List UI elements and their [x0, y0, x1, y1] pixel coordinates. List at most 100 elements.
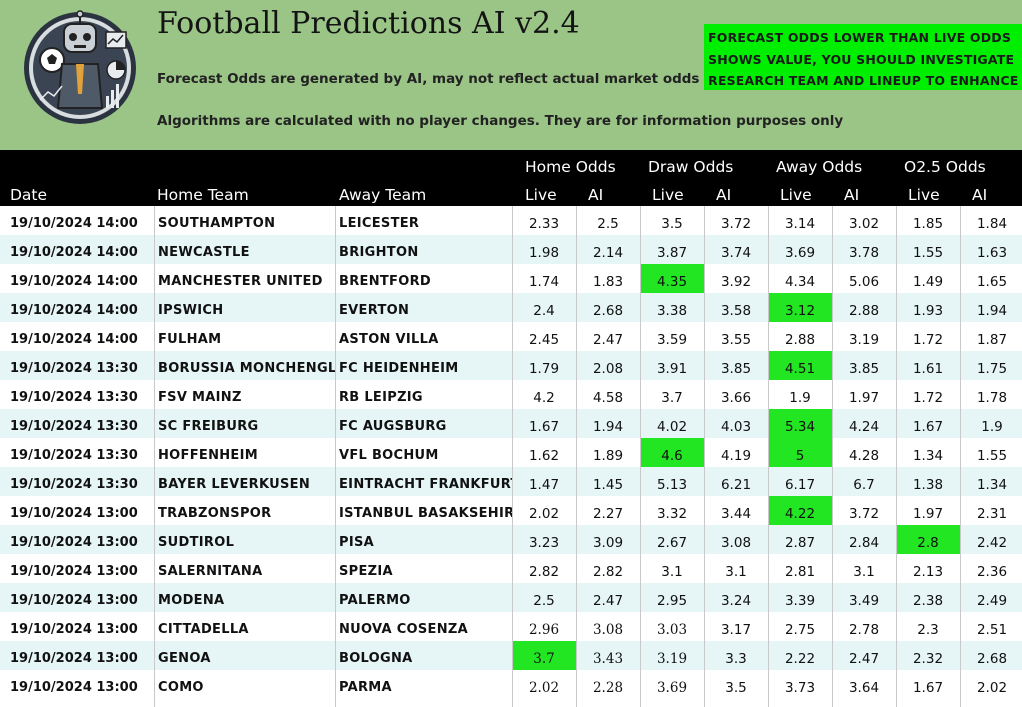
odds-draw-live: 4.02 — [656, 419, 688, 435]
odds-home-ai: 2.14 — [592, 245, 624, 261]
match-date: 19/10/2024 14:00 — [10, 216, 138, 231]
odds-o25-ai: 2.42 — [976, 535, 1008, 551]
odds-home-ai: 3.08 — [592, 622, 624, 638]
odds-away-live: 2.81 — [784, 564, 816, 580]
odds-away-ai: 4.24 — [848, 419, 880, 435]
table-row: 19/10/2024 13:30 FSV MAINZ RB LEIPZIG 4.2 4.… — [0, 380, 1022, 409]
odds-away-live: 2.87 — [784, 535, 816, 551]
match-date: 19/10/2024 13:30 — [10, 477, 138, 492]
odds-draw-ai: 3.08 — [720, 535, 752, 551]
odds-away-live: 4.22 — [768, 496, 832, 525]
odds-away-ai: 2.84 — [848, 535, 880, 551]
column-divider — [896, 206, 897, 707]
table-row: 19/10/2024 13:30 BORUSSIA MONCHENGLADBACH… — [0, 351, 1022, 380]
odds-o25-live: 1.67 — [912, 419, 944, 435]
odds-draw-ai: 3.3 — [725, 651, 747, 667]
odds-home-live: 1.98 — [528, 245, 560, 261]
odds-draw-ai: 3.66 — [720, 390, 752, 406]
away-team: SPEZIA — [339, 564, 393, 579]
odds-o25-live: 1.38 — [912, 477, 944, 493]
odds-o25-ai: 1.63 — [976, 245, 1008, 261]
odds-away-live: 2.22 — [784, 651, 816, 667]
odds-draw-ai: 3.72 — [720, 216, 752, 232]
table-row: 19/10/2024 13:00 TRABZONSPOR ISTANBUL BASA… — [0, 496, 1022, 525]
home-team: CITTADELLA — [158, 622, 249, 637]
column-divider — [335, 206, 336, 707]
away-team: ISTANBUL BASAKSEHIR — [339, 506, 512, 521]
match-date: 19/10/2024 13:30 — [10, 448, 138, 463]
odds-draw-live: 3.38 — [656, 303, 688, 319]
odds-draw-ai: 3.85 — [720, 361, 752, 377]
odds-away-live: 3.12 — [768, 293, 832, 322]
odds-draw-live: 4.35 — [640, 264, 704, 293]
match-date: 19/10/2024 13:00 — [10, 680, 138, 695]
away-team: BOLOGNA — [339, 651, 413, 666]
odds-o25-live: 2.13 — [912, 564, 944, 580]
home-team: SOUTHAMPTON — [158, 216, 276, 231]
odds-o25-live: 1.72 — [912, 390, 944, 406]
notice-line: SHOWS VALUE, YOU SHOULD INVESTIGATE — [708, 51, 1015, 67]
home-team: FULHAM — [158, 332, 222, 347]
table-row: 19/10/2024 14:00 SOUTHAMPTON LEICESTER 2.33… — [0, 206, 1022, 235]
odds-home-live: 2.82 — [528, 564, 560, 580]
odds-home-live: 3.23 — [528, 535, 560, 551]
odds-home-live: 2.02 — [528, 680, 560, 696]
odds-home-live: 4.2 — [533, 390, 555, 406]
column-divider — [154, 206, 155, 707]
odds-o25-live: 1.72 — [912, 332, 944, 348]
page-title: Football Predictions AI v2.4 — [157, 6, 580, 41]
odds-away-ai: 3.1 — [853, 564, 875, 580]
notice-line: RESEARCH TEAM AND LINEUP TO ENHANCE — [708, 73, 1019, 88]
match-date: 19/10/2024 13:30 — [10, 361, 138, 376]
column-divider — [768, 206, 769, 707]
odds-home-ai: 2.47 — [592, 332, 624, 348]
away-team: EVERTON — [339, 303, 410, 318]
odds-draw-ai: 3.1 — [725, 564, 747, 580]
odds-away-live: 2.88 — [784, 332, 816, 348]
predictions-table-body: 19/10/2024 14:00 SOUTHAMPTON LEICESTER 2.33… — [0, 206, 1022, 699]
odds-home-live: 2.5 — [533, 593, 555, 609]
table-row: 19/10/2024 14:00 FULHAM ASTON VILLA 2.45 2.4… — [0, 322, 1022, 351]
odds-away-ai: 6.7 — [853, 477, 875, 493]
home-team: HOFFENHEIM — [158, 448, 258, 463]
odds-home-ai: 3.09 — [592, 535, 624, 551]
odds-away-live: 6.17 — [784, 477, 816, 493]
odds-draw-live: 3.59 — [656, 332, 688, 348]
odds-draw-ai: 3.17 — [720, 622, 752, 638]
odds-home-live: 1.47 — [528, 477, 560, 493]
odds-o25-ai: 2.68 — [976, 651, 1008, 667]
match-date: 19/10/2024 13:00 — [10, 622, 138, 637]
away-team: FC HEIDENHEIM — [339, 361, 459, 376]
odds-o25-ai: 1.75 — [976, 361, 1008, 377]
odds-home-live: 2.33 — [528, 216, 560, 232]
odds-home-ai: 4.58 — [592, 390, 624, 406]
home-team: SC FREIBURG — [158, 419, 259, 434]
odds-o25-live: 1.97 — [912, 506, 944, 522]
table-row: 19/10/2024 13:30 SC FREIBURG FC AUGSBURG 1.… — [0, 409, 1022, 438]
odds-o25-ai: 1.34 — [976, 477, 1008, 493]
home-team: GENOA — [158, 651, 211, 666]
odds-away-ai: 3.02 — [848, 216, 880, 232]
robot-analyst-logo — [24, 10, 136, 124]
column-divider — [576, 206, 577, 707]
odds-o25-live: 1.49 — [912, 274, 944, 290]
away-team: BRENTFORD — [339, 274, 431, 289]
odds-away-live: 3.14 — [784, 216, 816, 232]
table-row: 19/10/2024 13:00 COMO PARMA 2.02 2.28 3.69 3.5… — [0, 670, 1022, 699]
odds-o25-live: 1.85 — [912, 216, 944, 232]
odds-away-live: 5.34 — [768, 409, 832, 438]
away-team: FC AUGSBURG — [339, 419, 447, 434]
home-team: BORUSSIA MONCHENGLADBACH — [158, 361, 335, 376]
odds-o25-live: 1.55 — [912, 245, 944, 261]
odds-o25-live: 2.38 — [912, 593, 944, 609]
odds-away-live: 4.51 — [768, 351, 832, 380]
odds-draw-ai: 4.19 — [720, 448, 752, 464]
group-o25-odds: O2.5 Odds — [904, 158, 986, 176]
odds-away-ai: 3.78 — [848, 245, 880, 261]
odds-away-ai: 3.64 — [848, 680, 880, 696]
away-team: LEICESTER — [339, 216, 420, 231]
odds-home-live: 1.62 — [528, 448, 560, 464]
col-o25-ai: AI — [972, 186, 988, 204]
odds-o25-live: 1.67 — [912, 680, 944, 696]
odds-away-ai: 3.19 — [848, 332, 880, 348]
